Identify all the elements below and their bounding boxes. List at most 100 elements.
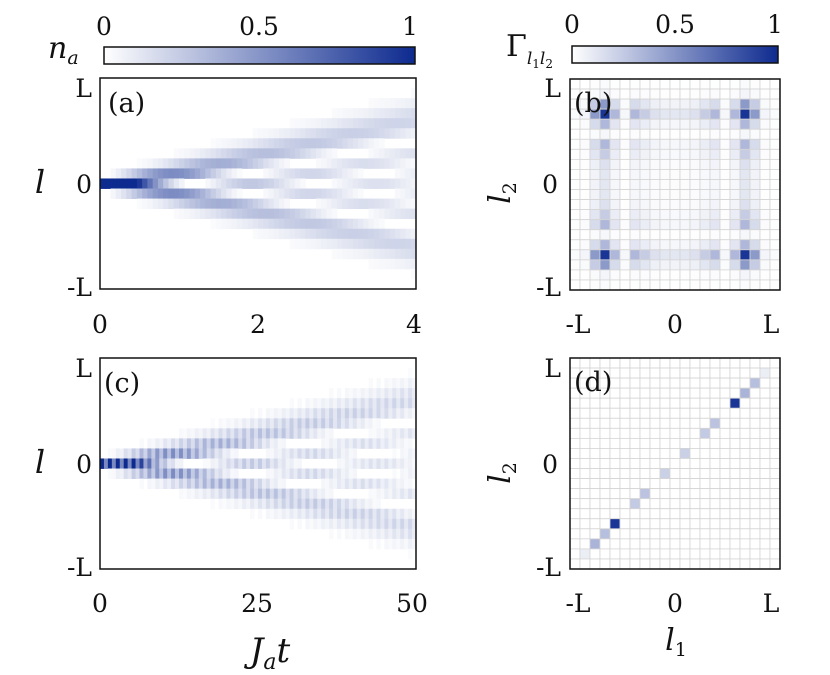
cells-a-cell <box>368 238 375 250</box>
cells-c-cell <box>408 438 413 449</box>
panel-d-cell <box>579 498 591 510</box>
panel-d-cell <box>719 448 731 459</box>
cells-a-cell <box>410 98 417 109</box>
cells-a-cell <box>100 178 106 189</box>
cells-c-cell <box>321 468 326 479</box>
cells-c-cell <box>281 448 287 459</box>
panel-d-cells <box>569 357 781 570</box>
panel-d-cell <box>579 458 591 469</box>
cells-c-cell <box>254 438 259 449</box>
panel-b-cell <box>649 199 661 211</box>
panel-d-cell <box>609 498 621 510</box>
panel-d-cell <box>759 417 771 429</box>
panel-d-cell <box>769 458 781 469</box>
panel-b-cell <box>729 249 741 261</box>
cells-c-cell <box>309 488 314 500</box>
panel-b-cell <box>749 148 761 160</box>
panel-b-cell <box>609 169 621 180</box>
panel-d-cell <box>759 558 771 570</box>
panel-b-cell <box>739 189 751 200</box>
cells-c-cell <box>396 528 401 540</box>
cells-a-cell <box>373 198 380 210</box>
panel-c-xtick-1: 25 <box>241 589 273 618</box>
cells-c-cell <box>123 458 129 469</box>
panel-b-cell <box>579 209 591 221</box>
panel-b-cell <box>619 239 631 251</box>
panel-d-cell <box>659 448 671 459</box>
panel-b-cell <box>659 199 671 211</box>
panel-b-cell <box>769 219 781 231</box>
cells-c-cell <box>163 448 168 459</box>
cells-a-cell <box>294 148 301 159</box>
panel-b-cell <box>649 128 661 140</box>
panel-a-xtick-0: 0 <box>92 310 108 339</box>
cells-a-cell <box>200 188 206 199</box>
panel-d-cell <box>629 427 641 439</box>
panel-d-cell <box>569 478 581 490</box>
panel-d-cell <box>689 387 701 399</box>
cells-c-cell <box>214 478 219 490</box>
cells-c-cell <box>301 468 306 479</box>
panel-b-cell <box>649 209 661 221</box>
cells-c-cell <box>408 408 413 419</box>
panel-d-xlabel: l1 <box>665 623 687 661</box>
panel-b-cell <box>759 209 771 221</box>
cells-a-cell <box>410 238 417 250</box>
cells-c-cell <box>388 508 393 520</box>
panel-b-cell <box>589 269 601 281</box>
cells-a-cell <box>373 118 380 129</box>
cells-c-cell <box>111 448 117 459</box>
panel-d-cell <box>619 367 631 379</box>
cells-c-cell <box>214 488 219 500</box>
cells-a-cell <box>152 178 159 189</box>
cells-a-cell <box>326 218 333 230</box>
cells-c-cell <box>234 478 239 490</box>
cells-c-cell <box>238 498 243 510</box>
panel-d-cell <box>759 367 771 379</box>
cells-a-cell <box>358 178 364 189</box>
panel-d-cell <box>629 518 641 530</box>
cells-c-cell <box>234 418 239 429</box>
panel-b-cell <box>589 118 601 130</box>
panel-d-cell <box>669 407 681 419</box>
cells-c-cell <box>194 438 200 449</box>
panel-d-cell <box>679 448 691 459</box>
panel-b-cell <box>749 279 761 291</box>
panel-d-cell <box>649 478 661 490</box>
cells-a-cell <box>347 138 354 149</box>
panel-b-cell <box>679 179 691 190</box>
cells-c-cell <box>206 448 211 459</box>
cells-c-cell <box>352 508 358 520</box>
cells-a-cell <box>384 98 391 109</box>
panel-b-cell <box>729 279 741 291</box>
cells-c-cell <box>163 458 168 469</box>
cells-a-cell <box>300 138 306 149</box>
cells-c-cell <box>301 508 306 520</box>
cells-a-cell <box>231 178 238 189</box>
cells-a-cell <box>405 128 412 139</box>
cells-c-cell <box>210 478 215 490</box>
panel-b-cell <box>659 179 671 190</box>
cells-c-cell <box>356 458 362 469</box>
cells-c-cell <box>340 448 346 459</box>
cells-c-cell <box>175 438 180 449</box>
panel-d-cell <box>579 468 591 479</box>
cells-a-cell <box>347 128 354 139</box>
cells-a-cell <box>400 168 406 179</box>
cells-c-cell <box>380 398 385 409</box>
panel-d-cell <box>669 458 681 469</box>
cells-a-cell <box>252 218 259 230</box>
cells-c-cell <box>163 468 168 479</box>
cells-c-cell <box>400 478 405 490</box>
cells-c-cell <box>265 418 271 429</box>
panel-b-cell <box>699 78 711 90</box>
panel-d-cell <box>729 417 741 429</box>
panel-b-cell <box>689 169 701 180</box>
panel-d-cell <box>649 417 661 429</box>
cells-c-cell <box>356 398 362 409</box>
panel-d-cell <box>729 427 741 439</box>
panel-d-cell <box>699 387 711 399</box>
cells-a-cell <box>258 178 264 189</box>
cells-a-cell <box>310 218 317 230</box>
cells-a-cell <box>252 208 259 220</box>
